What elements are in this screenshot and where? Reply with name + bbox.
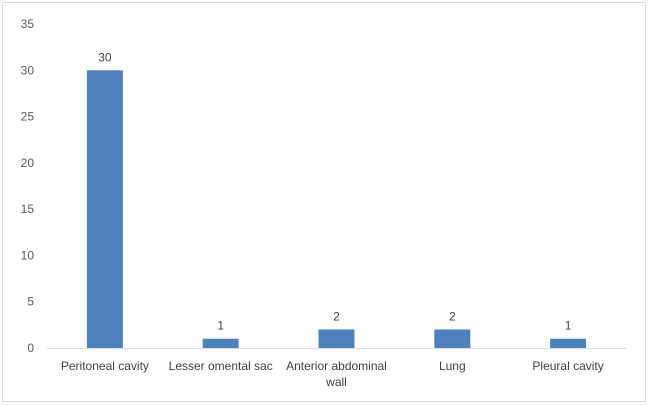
data-label: 30 xyxy=(98,50,112,64)
y-tick-label: 25 xyxy=(21,110,35,124)
y-tick-label: 5 xyxy=(27,295,34,309)
y-tick-label: 20 xyxy=(21,156,35,170)
x-category-label: Lesser omental sac xyxy=(169,359,273,373)
y-tick-label: 15 xyxy=(21,202,35,216)
y-tick-label: 0 xyxy=(27,341,34,355)
data-labels: 30 1 2 2 1 xyxy=(98,50,572,332)
data-label: 1 xyxy=(565,319,572,333)
y-tick-label: 30 xyxy=(21,63,35,77)
x-category-label: Lung xyxy=(439,359,466,373)
y-tick-label: 10 xyxy=(21,248,35,262)
data-label: 2 xyxy=(333,309,340,323)
data-label: 1 xyxy=(217,319,224,333)
x-category-label: Pleural cavity xyxy=(532,359,603,373)
data-label: 2 xyxy=(449,309,456,323)
x-category-label: Peritoneal cavity xyxy=(61,359,149,373)
y-axis-ticks: 0 5 10 15 20 25 30 35 xyxy=(21,17,35,355)
bar xyxy=(202,338,239,348)
bars xyxy=(86,70,587,349)
bar xyxy=(550,338,587,348)
y-tick-label: 35 xyxy=(21,17,35,31)
x-category-label: wall xyxy=(325,375,347,389)
category-labels: Peritoneal cavity Lesser omental sac Anter… xyxy=(61,359,604,389)
bar xyxy=(86,70,123,349)
bar xyxy=(434,329,471,348)
bar xyxy=(318,329,355,348)
x-category-label: Anterior abdominal xyxy=(286,359,387,373)
